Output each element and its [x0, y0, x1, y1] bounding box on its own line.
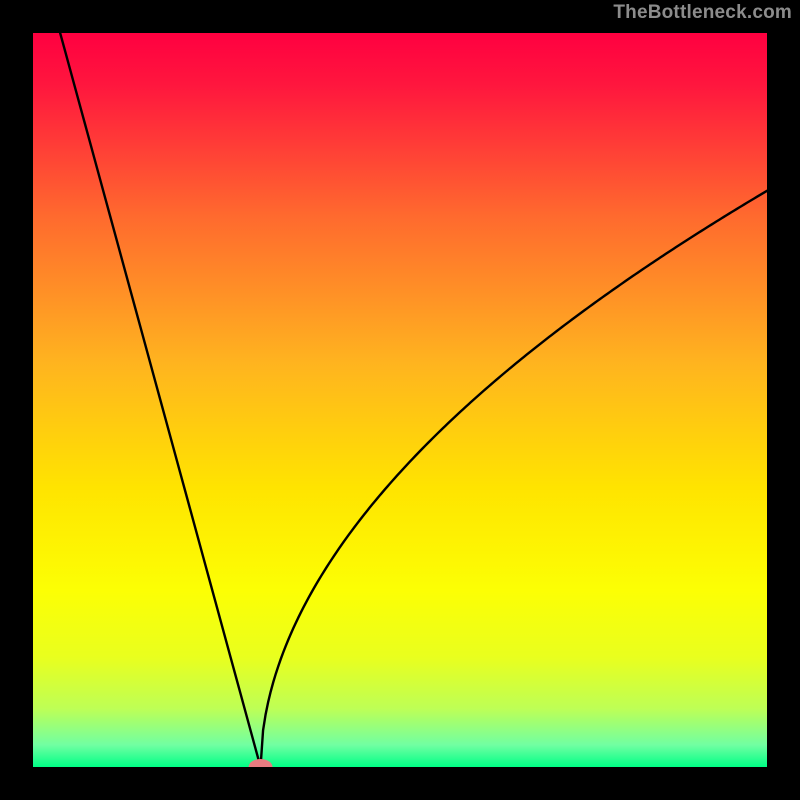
chart-plot-area	[33, 33, 767, 767]
chart-background	[33, 33, 767, 767]
watermark-text: TheBottleneck.com	[613, 2, 792, 24]
chart-outer: TheBottleneck.com	[0, 0, 800, 800]
chart-svg	[33, 33, 767, 767]
